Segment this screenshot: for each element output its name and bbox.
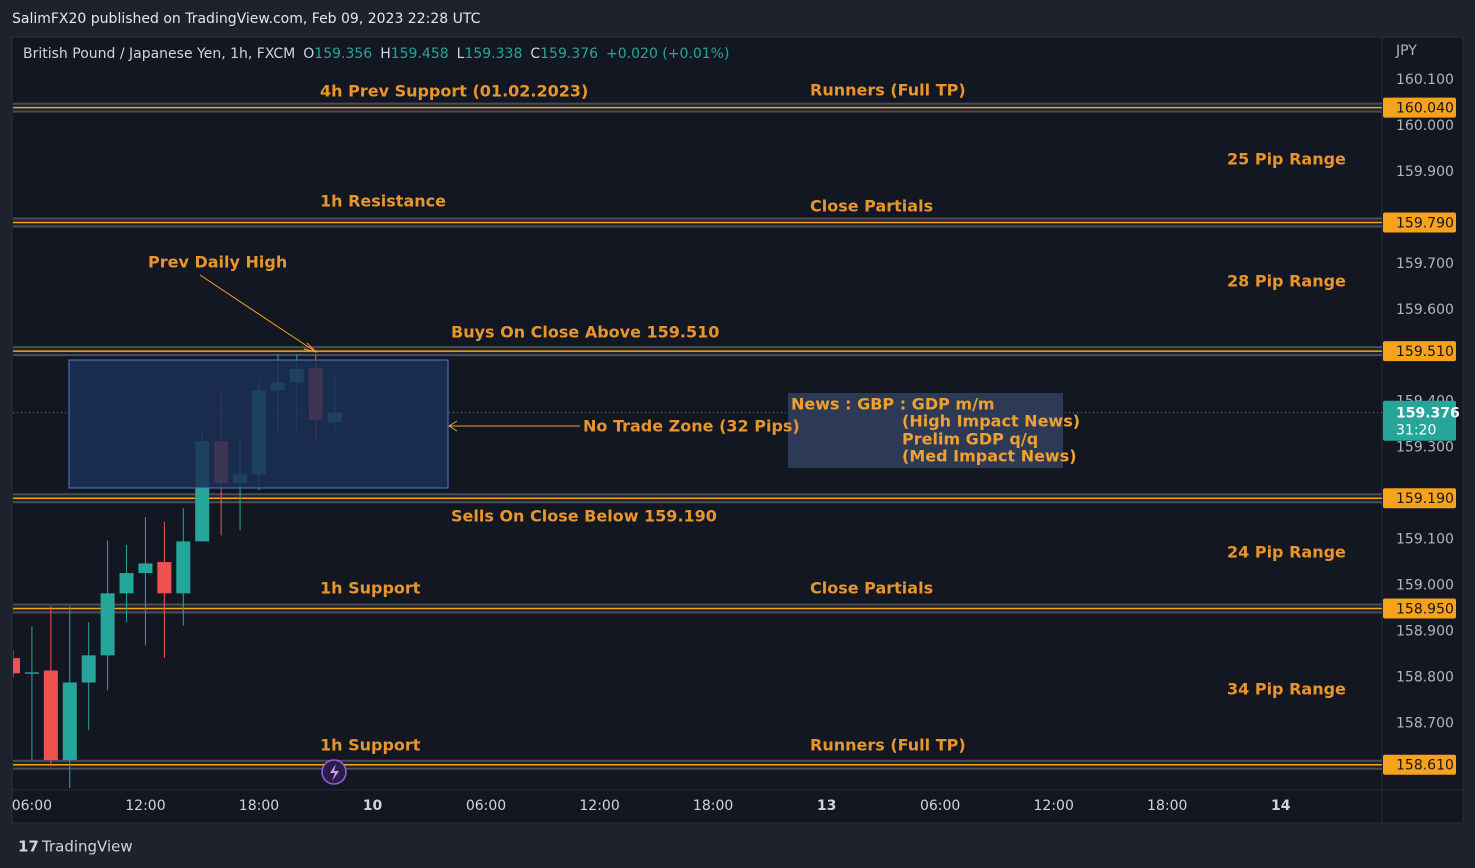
annotation: Buys On Close Above 159.510 xyxy=(451,323,719,342)
annotation: 4h Prev Support (01.02.2023) xyxy=(320,82,588,101)
level-label-box xyxy=(1383,488,1456,509)
y-tick-label: 159.100 xyxy=(1396,532,1454,548)
news-text: (Med Impact News) xyxy=(902,447,1077,466)
annotation: 34 Pip Range xyxy=(1227,680,1346,699)
y-tick-label: 160.000 xyxy=(1396,118,1454,134)
level-label: 159.790 xyxy=(1396,215,1454,231)
y-tick-label: 159.900 xyxy=(1396,164,1454,180)
arrow xyxy=(199,274,317,353)
y-tick-label: 158.800 xyxy=(1396,669,1454,685)
candle-body xyxy=(81,655,96,683)
ohlc-value: 159.458 xyxy=(391,46,449,62)
level-label-box xyxy=(1383,598,1456,619)
event-icon-bolt xyxy=(330,764,339,781)
x-tick-label: 12:00 xyxy=(579,798,619,814)
level-label-box xyxy=(1383,341,1456,362)
arrow-head xyxy=(303,342,318,353)
candle-body xyxy=(176,541,191,594)
x-tick-label: 06:00 xyxy=(12,798,52,814)
x-tick-label: 06:00 xyxy=(466,798,506,814)
annotation: 1h Resistance xyxy=(320,192,446,211)
footer: TradingView xyxy=(41,838,133,856)
candle-body xyxy=(138,563,153,574)
x-tick-label: 12:00 xyxy=(125,798,165,814)
y-tick-label: 159.300 xyxy=(1396,440,1454,456)
ohlc-value: 159.356 xyxy=(314,46,372,62)
y-tick-label: 159.600 xyxy=(1396,302,1454,318)
x-tick-label: 06:00 xyxy=(920,798,960,814)
y-tick-label: 158.900 xyxy=(1396,623,1454,639)
y-tick-label: 159.000 xyxy=(1396,578,1454,594)
candle-body xyxy=(100,593,115,656)
annotation: No Trade Zone (32 Pips) xyxy=(583,417,800,436)
plot-area xyxy=(13,102,1382,789)
level-label-box xyxy=(1383,212,1456,233)
y-tick-label: 158.700 xyxy=(1396,715,1454,731)
logo-mark: 17 xyxy=(18,838,39,856)
x-tick-label: 12:00 xyxy=(1034,798,1074,814)
legend: British Pound / Japanese Yen, 1h, FXCM O1… xyxy=(23,46,729,62)
ohlc-value: 159.376 xyxy=(540,46,598,62)
candle-body xyxy=(62,682,77,761)
x-tick-label: 14 xyxy=(1271,798,1291,814)
level-label: 158.950 xyxy=(1396,601,1454,617)
x-tick-label: 18:00 xyxy=(693,798,733,814)
countdown: 31:20 xyxy=(1396,423,1436,439)
x-tick-label: 18:00 xyxy=(1147,798,1187,814)
change: +0.020 (+0.01%) xyxy=(606,46,729,62)
annotation: Close Partials xyxy=(810,197,933,216)
level-label: 158.610 xyxy=(1396,758,1454,774)
level-label-box xyxy=(1383,97,1456,118)
x-tick-label: 13 xyxy=(817,798,836,814)
y-tick-label: 160.100 xyxy=(1396,72,1454,88)
candle-body xyxy=(13,658,20,674)
annotation: Close Partials xyxy=(810,579,933,598)
currency: JPY xyxy=(1395,43,1417,59)
price-label-box xyxy=(1383,400,1456,441)
level-label: 159.190 xyxy=(1396,491,1454,507)
annotation: 25 Pip Range xyxy=(1227,150,1346,169)
level-label-box xyxy=(1383,754,1456,775)
publisher: SalimFX20 published on TradingView.com, … xyxy=(12,11,481,27)
ohlc-value: 159.338 xyxy=(464,46,522,62)
candle-body xyxy=(157,562,172,594)
annotation: 28 Pip Range xyxy=(1227,272,1346,291)
news-text: (High Impact News) xyxy=(902,412,1080,431)
annotation: Runners (Full TP) xyxy=(810,736,966,755)
no-trade-zone xyxy=(68,359,449,489)
ohlc-letter: H xyxy=(380,46,391,62)
x-tick-label: 18:00 xyxy=(239,798,279,814)
annotation: 1h Support xyxy=(320,579,421,598)
x-tick-label: 10 xyxy=(363,798,383,814)
news-text: News : GBP : GDP m/m xyxy=(791,395,995,414)
level-label: 159.510 xyxy=(1396,344,1454,360)
ohlc-letter: C xyxy=(530,46,540,62)
news-text: Prelim GDP q/q xyxy=(902,430,1038,449)
candle-body xyxy=(119,573,134,594)
level-label: 160.040 xyxy=(1396,101,1454,117)
candle-body xyxy=(43,670,58,761)
annotation: Sells On Close Below 159.190 xyxy=(451,507,717,526)
candle-body xyxy=(24,672,39,674)
symbol: British Pound / Japanese Yen, 1h, FXCM xyxy=(23,46,295,62)
annotation: 1h Support xyxy=(320,736,421,755)
ohlc-letter: O xyxy=(303,46,314,62)
annotation: Prev Daily High xyxy=(148,253,287,272)
annotation: Runners (Full TP) xyxy=(810,81,966,100)
price-label: 159.376 xyxy=(1396,406,1460,422)
ohlc-letter: L xyxy=(457,46,465,62)
arrow-head xyxy=(448,420,458,432)
annotation: 24 Pip Range xyxy=(1227,543,1346,562)
news-box xyxy=(788,393,1063,468)
y-tick-label: 159.700 xyxy=(1396,256,1454,272)
